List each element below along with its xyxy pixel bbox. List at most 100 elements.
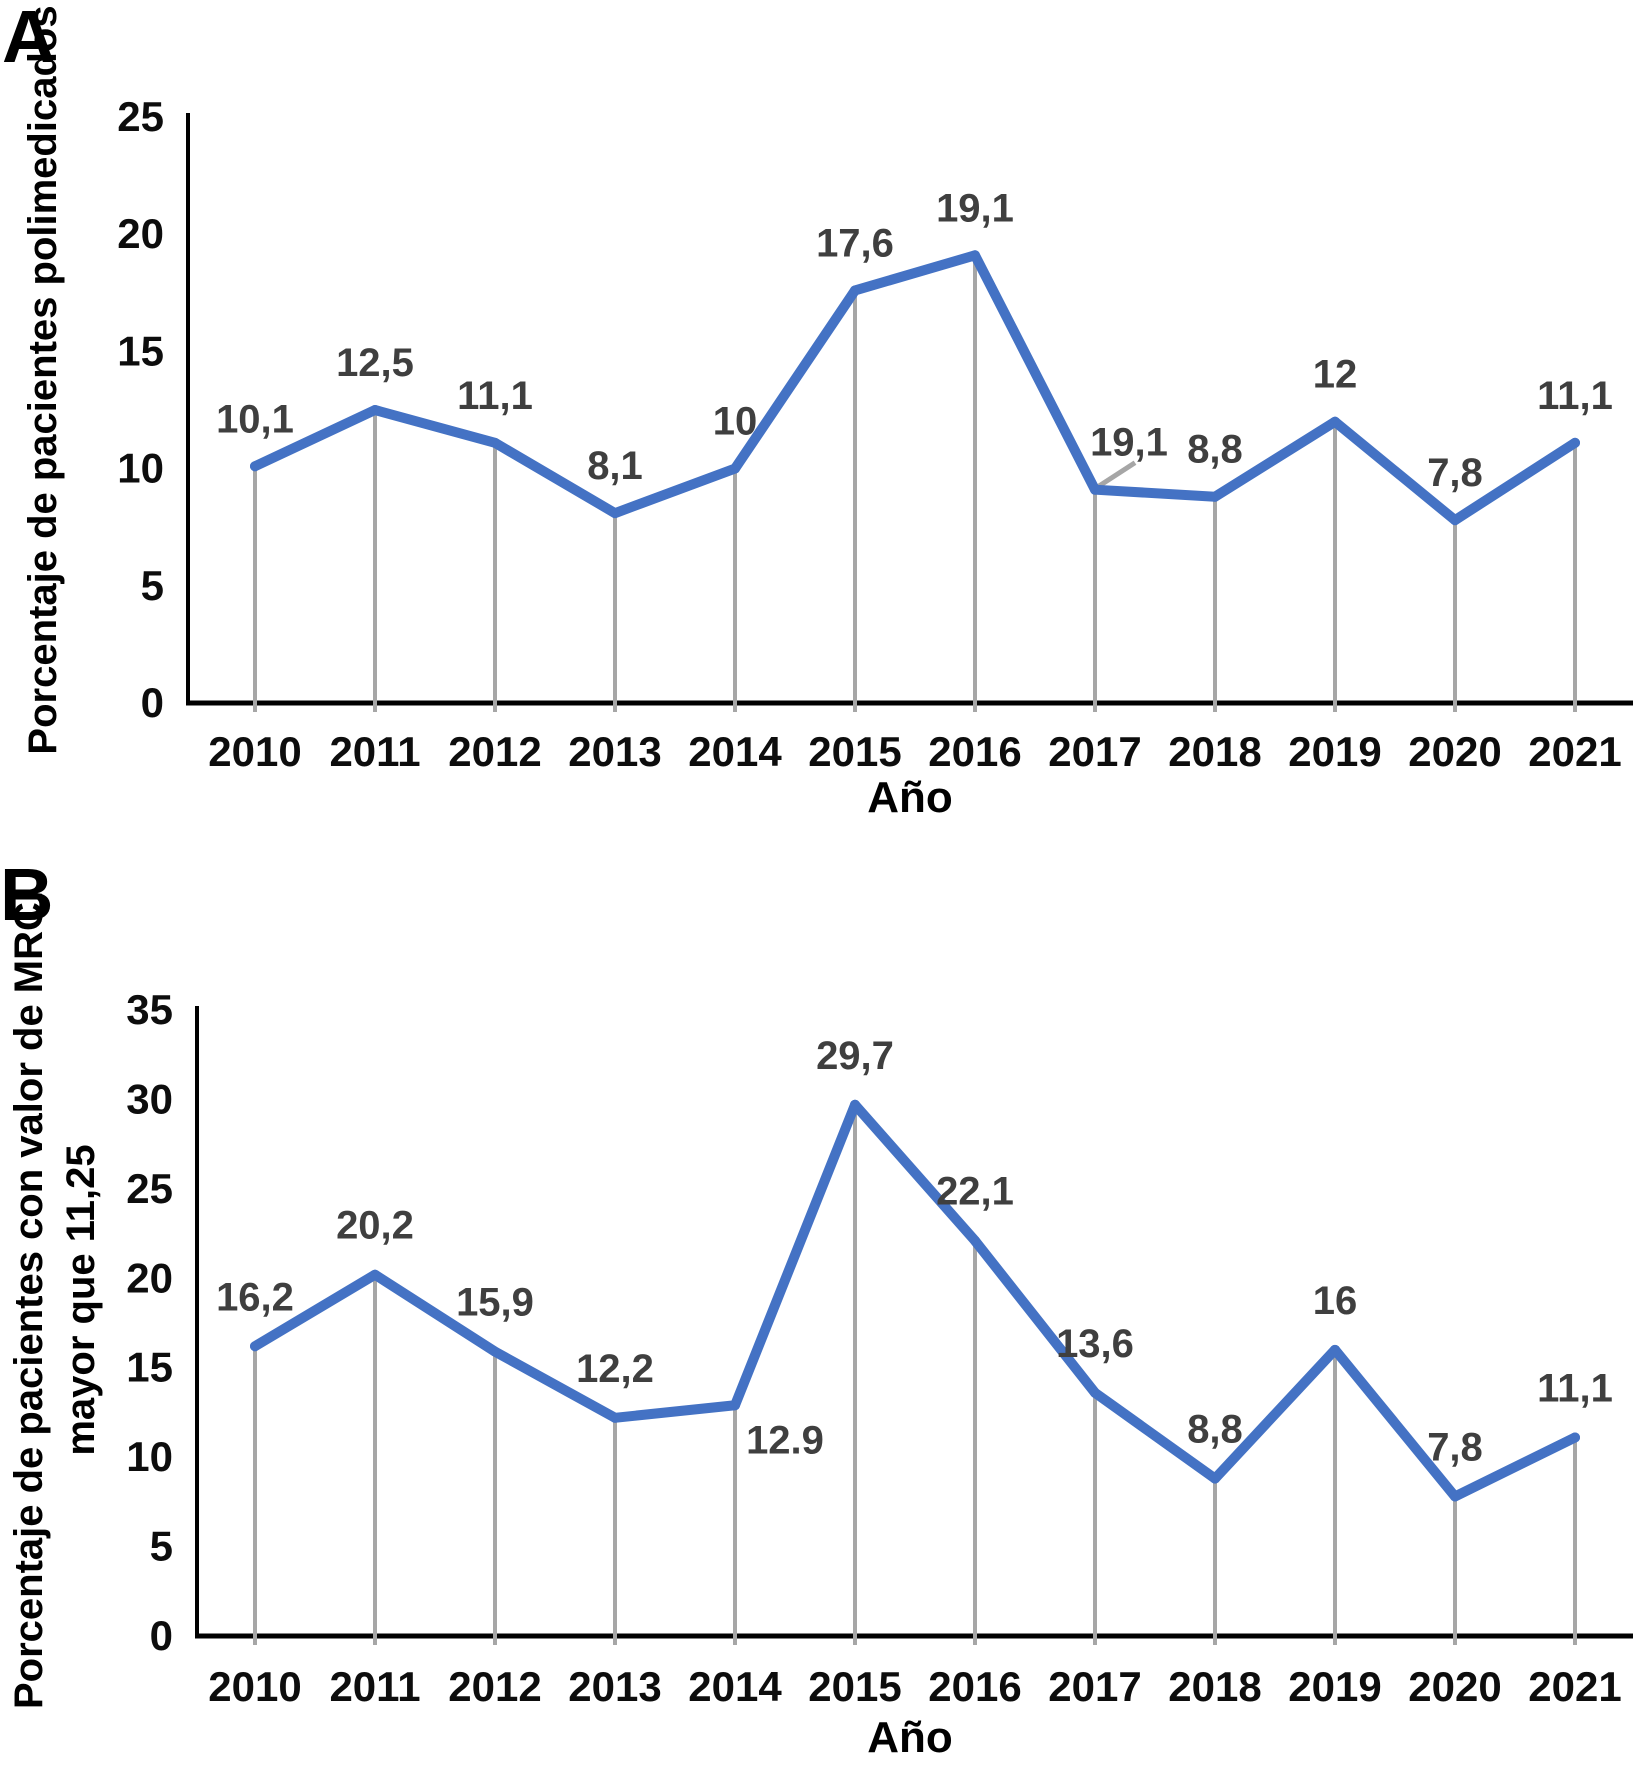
data-label: 8,8 <box>1187 428 1243 472</box>
x-tick-label: 2019 <box>1288 728 1381 775</box>
data-point <box>1450 515 1460 526</box>
x-tick-label: 2018 <box>1168 1663 1261 1710</box>
x-tick-label: 2013 <box>568 1663 661 1710</box>
data-label: 8,1 <box>587 444 643 488</box>
x-tick-label: 2021 <box>1528 1663 1621 1710</box>
data-label: 11,1 <box>457 374 533 418</box>
data-point <box>1450 1491 1460 1502</box>
x-tick-label: 2010 <box>208 1663 301 1710</box>
x-tick-label: 2011 <box>329 728 420 775</box>
data-label: 8,8 <box>1187 1408 1243 1452</box>
data-label: 13,6 <box>1056 1322 1134 1366</box>
data-point <box>1570 1432 1580 1443</box>
data-point <box>1090 1387 1100 1398</box>
panel-b-y-axis-title-group: Porcentaje de pacientes con valor de MRC… <box>7 891 103 1709</box>
label-leader-line <box>1096 460 1137 489</box>
panel-b-x-axis-title: Año <box>867 1713 953 1762</box>
data-label: 11,1 <box>1537 1366 1613 1410</box>
x-tick-label: 2014 <box>688 728 782 775</box>
data-point <box>610 508 620 519</box>
data-point <box>970 1235 980 1246</box>
data-point <box>250 1341 260 1352</box>
data-line <box>250 250 1580 526</box>
x-tick-label: 2016 <box>928 1663 1021 1710</box>
y-tick-label: 0 <box>150 1612 173 1659</box>
data-label: 16 <box>1313 1279 1358 1323</box>
data-point <box>850 285 860 296</box>
x-tick-label: 2015 <box>808 1663 901 1710</box>
x-tick-label: 2014 <box>688 1663 782 1710</box>
data-label: 19,1 <box>936 186 1014 230</box>
panel-a-y-axis-title: Porcentaje de pacientes polimedicados <box>21 5 65 754</box>
panel-a-label: A <box>2 0 55 78</box>
x-tick-label: 2017 <box>1048 728 1141 775</box>
data-point <box>610 1412 620 1423</box>
data-label: 10 <box>713 400 758 444</box>
data-point <box>970 250 980 261</box>
data-point <box>1330 416 1340 427</box>
data-point <box>1330 1344 1340 1355</box>
x-tick-label: 2016 <box>928 728 1021 775</box>
y-tick-label: 15 <box>126 1344 173 1391</box>
data-point <box>490 1346 500 1357</box>
y-tick-label: 25 <box>126 1165 173 1212</box>
data-label: 12 <box>1313 353 1358 397</box>
data-label: 22,1 <box>936 1170 1014 1214</box>
data-label: 12.9 <box>746 1418 824 1462</box>
data-point <box>730 463 740 474</box>
y-tick-label: 25 <box>117 93 164 140</box>
data-point <box>1090 484 1100 495</box>
data-point <box>370 1269 380 1280</box>
data-point <box>1570 437 1580 448</box>
x-tick-label: 2020 <box>1408 1663 1501 1710</box>
x-tick-label: 2015 <box>808 728 901 775</box>
x-tick-label: 2012 <box>448 728 541 775</box>
x-tick-label: 2019 <box>1288 1663 1381 1710</box>
y-tick-label: 35 <box>126 986 173 1033</box>
panel-a-plot-area: 0 5 10 15 20 25 2010 2011 2012 2013 2014 2015 2016 20… <box>117 93 1633 775</box>
panel-b-y-axis-title-line1: Porcentaje de pacientes con valor de MRC… <box>7 891 51 1709</box>
x-tick-label: 2011 <box>329 1663 420 1710</box>
data-point <box>490 437 500 448</box>
data-line <box>250 1099 1580 1502</box>
panel-b-plot-area: 0 5 10 15 20 25 30 35 2010 2011 2012 2013 2014 2015 20… <box>126 986 1633 1710</box>
y-tick-label: 10 <box>117 445 164 492</box>
data-label: 17,6 <box>816 221 894 265</box>
data-point <box>250 461 260 472</box>
panel-b-label: B <box>0 853 53 936</box>
y-tick-label: 5 <box>150 1523 173 1570</box>
x-tick-label: 2017 <box>1048 1663 1141 1710</box>
y-tick-label: 5 <box>141 562 164 609</box>
data-label: 12,5 <box>336 341 414 385</box>
data-label: 20,2 <box>336 1204 414 1248</box>
data-label: 10,1 <box>216 397 294 441</box>
data-label: 15,9 <box>456 1281 534 1325</box>
data-label: 12,2 <box>576 1347 654 1391</box>
y-tick-label: 0 <box>141 679 164 726</box>
data-point <box>370 405 380 415</box>
data-label: 7,8 <box>1427 1425 1483 1469</box>
y-tick-label: 30 <box>126 1075 173 1122</box>
data-point <box>730 1400 740 1411</box>
y-tick-label: 15 <box>117 327 164 374</box>
y-tick-label: 20 <box>117 210 164 257</box>
data-point <box>1210 1473 1220 1484</box>
x-tick-label: 2012 <box>448 1663 541 1710</box>
data-label: 19,1 <box>1090 421 1168 465</box>
x-tick-label: 2013 <box>568 728 661 775</box>
data-label: 11,1 <box>1537 374 1613 418</box>
panel-a-x-axis-title: Año <box>867 773 953 822</box>
x-tick-label: 2018 <box>1168 728 1261 775</box>
x-tick-label: 2020 <box>1408 728 1501 775</box>
x-tick-label: 2021 <box>1528 728 1621 775</box>
panel-b-y-axis-title-line2: mayor que 11,25 <box>59 1144 103 1455</box>
data-label: 16,2 <box>216 1275 294 1319</box>
y-tick-label: 10 <box>126 1433 173 1480</box>
data-point <box>1210 491 1220 502</box>
data-label: 7,8 <box>1427 451 1483 495</box>
x-tick-label: 2010 <box>208 728 301 775</box>
data-point <box>850 1099 860 1110</box>
data-label: 29,7 <box>816 1034 894 1078</box>
